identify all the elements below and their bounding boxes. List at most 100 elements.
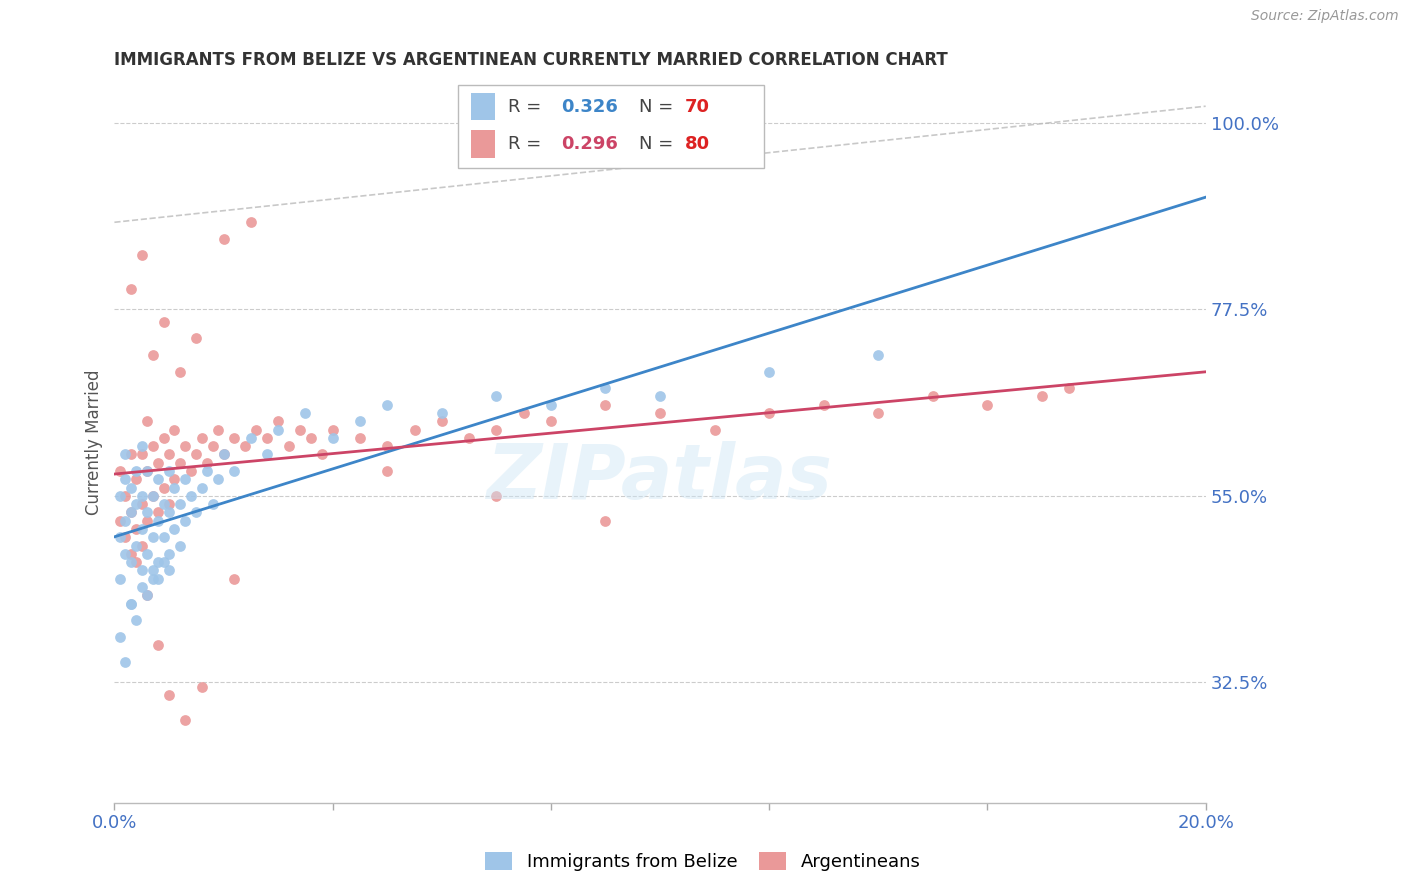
Legend: Immigrants from Belize, Argentineans: Immigrants from Belize, Argentineans	[478, 845, 928, 879]
Point	[136, 588, 159, 602]
Point	[114, 447, 136, 461]
Point	[758, 406, 780, 420]
Point	[375, 439, 398, 453]
Point	[157, 564, 180, 578]
Point	[174, 472, 197, 486]
Point	[120, 282, 142, 296]
Point	[125, 464, 148, 478]
Point	[349, 431, 371, 445]
Point	[142, 572, 165, 586]
Point	[120, 555, 142, 569]
Point	[256, 447, 278, 461]
Point	[595, 514, 617, 528]
Point	[595, 398, 617, 412]
Point	[267, 414, 290, 428]
Point	[190, 481, 212, 495]
Point	[136, 505, 159, 519]
Point	[186, 331, 208, 345]
Point	[114, 514, 136, 528]
Text: ZIPatlas: ZIPatlas	[486, 441, 832, 515]
Point	[157, 547, 180, 561]
Point	[142, 530, 165, 544]
Point	[174, 439, 197, 453]
Point	[108, 464, 131, 478]
Point	[195, 456, 218, 470]
Point	[157, 505, 180, 519]
Point	[278, 439, 301, 453]
Point	[169, 364, 191, 378]
Point	[108, 514, 131, 528]
Point	[152, 431, 174, 445]
Point	[136, 464, 159, 478]
Point	[224, 431, 246, 445]
Point	[174, 713, 197, 727]
Point	[152, 481, 174, 495]
Point	[190, 431, 212, 445]
FancyBboxPatch shape	[471, 130, 495, 158]
Point	[125, 522, 148, 536]
Text: 0.296: 0.296	[561, 135, 617, 153]
Text: R =: R =	[509, 135, 547, 153]
Point	[186, 447, 208, 461]
Point	[648, 406, 671, 420]
Point	[1057, 381, 1080, 395]
Point	[108, 630, 131, 644]
Point	[163, 423, 186, 437]
Point	[703, 423, 725, 437]
Point	[136, 414, 159, 428]
Point	[267, 423, 290, 437]
Point	[311, 447, 333, 461]
Point	[157, 497, 180, 511]
Point	[201, 497, 224, 511]
Point	[146, 456, 169, 470]
Point	[120, 447, 142, 461]
Point	[146, 505, 169, 519]
Point	[120, 547, 142, 561]
Point	[458, 431, 481, 445]
Point	[239, 215, 262, 229]
Point	[195, 464, 218, 478]
FancyBboxPatch shape	[458, 85, 763, 168]
Point	[131, 497, 153, 511]
Point	[322, 431, 344, 445]
Point	[142, 348, 165, 362]
Point	[108, 489, 131, 503]
Point	[136, 514, 159, 528]
Text: 70: 70	[685, 97, 710, 116]
Point	[163, 522, 186, 536]
Point	[157, 464, 180, 478]
Text: 0.326: 0.326	[561, 97, 617, 116]
Point	[322, 423, 344, 437]
Point	[125, 613, 148, 627]
Point	[174, 514, 197, 528]
Point	[921, 389, 943, 403]
Point	[169, 456, 191, 470]
Point	[375, 398, 398, 412]
Point	[224, 572, 246, 586]
Point	[201, 439, 224, 453]
Point	[430, 414, 453, 428]
Point	[120, 505, 142, 519]
Point	[108, 530, 131, 544]
Point	[235, 439, 257, 453]
Point	[125, 539, 148, 553]
Point	[114, 530, 136, 544]
Point	[108, 572, 131, 586]
Y-axis label: Currently Married: Currently Married	[86, 369, 103, 515]
Point	[186, 505, 208, 519]
Point	[349, 414, 371, 428]
Point	[136, 464, 159, 478]
Point	[125, 555, 148, 569]
Point	[131, 439, 153, 453]
Point	[1031, 389, 1053, 403]
Point	[146, 472, 169, 486]
Point	[131, 522, 153, 536]
Point	[868, 348, 890, 362]
Point	[224, 464, 246, 478]
Point	[288, 423, 311, 437]
Point	[125, 472, 148, 486]
Point	[163, 481, 186, 495]
Point	[540, 398, 562, 412]
Point	[485, 423, 508, 437]
Point	[239, 431, 262, 445]
